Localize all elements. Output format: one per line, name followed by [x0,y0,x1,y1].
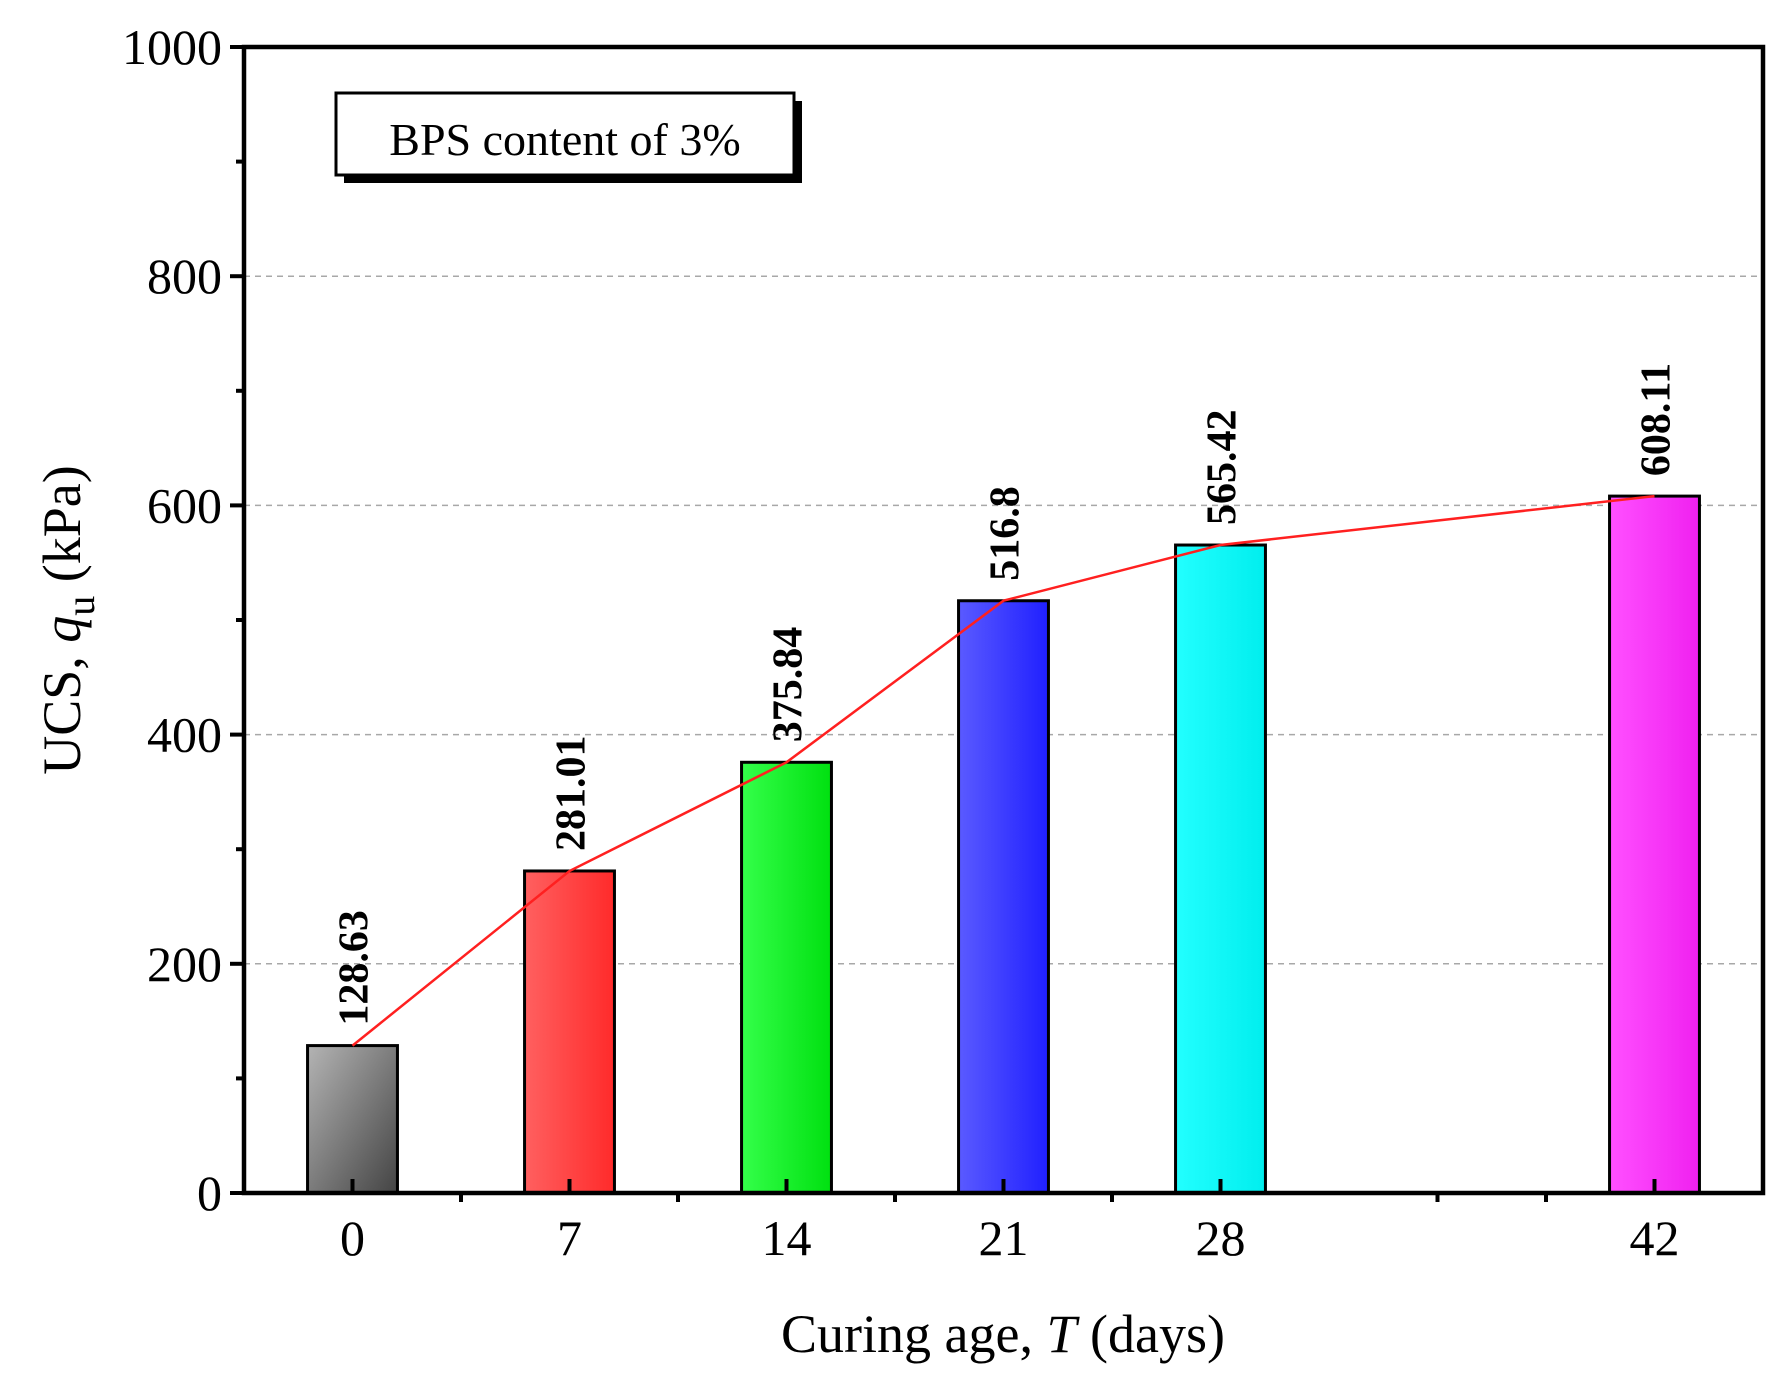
bar [306,1044,399,1195]
y-tick-labels: 0 200 400 600 800 1000 [122,19,222,1221]
value-label: 565.42 [1200,410,1246,526]
value-label: 375.84 [766,627,812,743]
annotation-frame [334,91,796,177]
y-axis-title-variable: q [32,616,92,643]
x-axis-title-prefix: Curing age, [781,1304,1046,1364]
y-tick-label: 800 [147,248,222,304]
annotation-text: BPS content of 3% [389,114,740,165]
bar [1608,494,1701,1195]
value-labels: 128.63 281.01 375.84 516.8 565.42 608.11 [332,363,1680,1026]
value-label: 128.63 [332,910,378,1026]
x-axis-title-variable: T [1046,1304,1080,1364]
x-tick-label: 21 [979,1210,1029,1266]
trend-line [351,494,1655,1047]
y-tick-label: 1000 [122,19,222,75]
y-axis-title: UCS, qu (kPa) [32,465,103,775]
x-tick-label: 42 [1630,1210,1680,1266]
x-axis-ticks [350,1179,1657,1202]
y-tick-label: 0 [197,1165,222,1221]
x-tick-label: 7 [557,1210,582,1266]
x-tick-label: 0 [340,1210,365,1266]
bar [1174,543,1267,1195]
trend-line-group [351,494,1655,1047]
bar [957,599,1050,1195]
y-axis-title-subscript: u [58,596,103,616]
y-axis-ticks [230,45,244,1195]
x-tick-label: 14 [762,1210,812,1266]
y-axis-title-prefix: UCS, [32,643,92,775]
y-tick-label: 600 [147,477,222,533]
y-tick-label: 200 [147,936,222,992]
y-axis-title-suffix: (kPa) [32,465,92,595]
bar [523,869,616,1195]
x-axis-title-suffix: (days) [1077,1304,1225,1364]
value-label: 608.11 [1634,363,1680,476]
x-axis-title: Curing age, T (days) [781,1304,1225,1364]
y-tick-label: 400 [147,707,222,763]
value-label: 516.8 [983,486,1029,581]
bar [740,760,833,1195]
value-label: 281.01 [549,735,595,851]
annotation-box: BPS content of 3% [334,91,802,183]
x-tick-labels: 0 7 14 21 28 42 [340,1210,1680,1266]
x-tick-label: 28 [1196,1210,1246,1266]
